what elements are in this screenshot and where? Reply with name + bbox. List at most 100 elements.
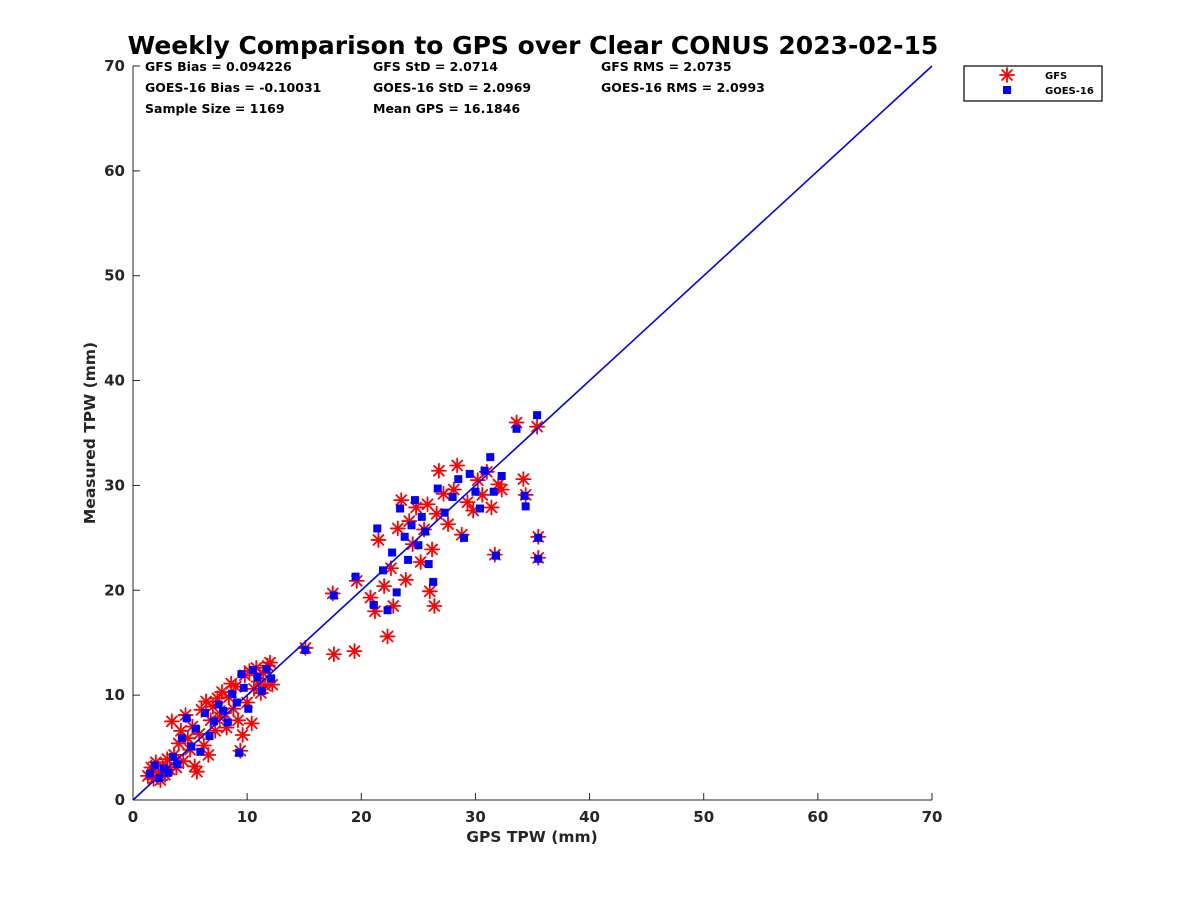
x-tick-label-2: 20 (351, 808, 372, 826)
goes16-point-13 (205, 732, 214, 741)
axis-ticks: 0 10 20 30 40 50 60 70 0 10 20 30 40 50 60 70 (104, 57, 942, 826)
goes16-point-8 (182, 714, 191, 723)
goes16-point-5 (168, 753, 177, 762)
gfs-point-57 (325, 646, 342, 663)
legend-goes16-square-icon (1003, 86, 1011, 94)
goes16-point-26 (257, 686, 266, 695)
chart-title: Weekly Comparison to GPS over Clear CONU… (128, 31, 939, 60)
y-tick-label-1: 10 (104, 686, 125, 704)
gfs-point-58 (346, 643, 363, 660)
goes16-point-61 (512, 424, 521, 433)
y-tick-label-5: 50 (104, 267, 125, 285)
goes16-point-16 (219, 706, 228, 715)
x-tick-label-6: 60 (807, 808, 828, 826)
y-tick-label-6: 60 (104, 162, 125, 180)
goes16-point-65 (534, 533, 543, 542)
x-tick-label-7: 70 (922, 808, 943, 826)
goes16-point-2 (155, 773, 164, 782)
legend-goes16-label: GOES-16 (1045, 86, 1094, 97)
goes16-series (146, 411, 543, 782)
goes16-point-24 (248, 665, 257, 674)
y-tick-label-3: 30 (104, 476, 125, 494)
gfs-point-98 (529, 418, 545, 435)
goes16-point-42 (410, 496, 419, 505)
gfs-point-60 (362, 589, 379, 606)
goes16-point-35 (383, 606, 392, 615)
goes16-point-51 (454, 475, 463, 484)
gfs-point-77 (424, 541, 440, 558)
gfs-point-91 (483, 499, 500, 516)
goes16-point-41 (407, 521, 416, 530)
goes16-bias-stat: GOES-16 Bias = -0.10031 (145, 80, 321, 95)
gfs-bias-stat: GFS Bias = 0.094226 (145, 59, 292, 74)
gfs-point-94 (493, 481, 510, 498)
goes16-point-10 (191, 724, 200, 733)
sample-size-stat: Sample Size = 1169 (145, 101, 285, 116)
goes16-point-32 (369, 600, 378, 609)
y-tick-label-7: 70 (104, 57, 125, 75)
statistics-block: GFS Bias = 0.094226 GFS StD = 2.0714 GFS… (145, 59, 765, 116)
legend-gfs-asterisk-icon (999, 67, 1015, 83)
x-tick-label-5: 50 (693, 808, 714, 826)
goes16-point-7 (178, 734, 187, 743)
goes16-point-18 (228, 690, 237, 699)
y-tick-label-4: 40 (104, 372, 125, 390)
goes16-point-38 (396, 504, 405, 513)
goes16-point-25 (253, 673, 262, 682)
goes16-point-23 (244, 704, 253, 713)
goes16-point-29 (301, 646, 310, 655)
goes16-point-40 (404, 555, 413, 564)
gfs-point-82 (440, 516, 456, 533)
goes16-point-48 (433, 484, 442, 493)
gfs-point-10 (163, 713, 180, 730)
x-tick-label-4: 40 (579, 808, 600, 826)
goes16-point-53 (465, 469, 474, 478)
goes16-point-30 (329, 591, 338, 600)
gfs-point-67 (389, 520, 406, 537)
legend: GFS GOES-16 (963, 65, 1103, 102)
legend-gfs-asterisk (999, 67, 1015, 83)
goes16-point-12 (200, 708, 209, 717)
goes16-point-20 (235, 748, 244, 757)
goes16-point-1 (150, 761, 159, 770)
goes16-std-stat: GOES-16 StD = 2.0969 (373, 80, 531, 95)
x-tick-label-3: 30 (465, 808, 486, 826)
gfs-point-86 (459, 494, 476, 511)
goes16-point-22 (239, 683, 248, 692)
goes16-point-31 (351, 572, 360, 581)
gfs-point-78 (426, 598, 443, 614)
goes16-point-27 (262, 664, 271, 673)
goes16-rms-stat: GOES-16 RMS = 2.0993 (601, 80, 765, 95)
legend-box (963, 65, 1103, 102)
goes16-point-36 (388, 548, 397, 557)
gfs-point-76 (421, 583, 438, 600)
goes16-point-46 (424, 560, 433, 569)
goes16-point-14 (210, 717, 219, 726)
gfs-point-73 (412, 554, 429, 570)
y-tick-label-0: 0 (115, 791, 125, 809)
goes16-point-54 (471, 487, 480, 496)
gfs-rms-stat: GFS RMS = 2.0735 (601, 59, 732, 74)
goes16-point-33 (373, 524, 382, 533)
gfs-point-80 (431, 462, 447, 479)
goes16-point-19 (232, 698, 241, 707)
goes16-point-50 (448, 492, 457, 501)
gfs-point-75 (419, 496, 436, 513)
y-axis-label: Measured TPW (mm) (81, 342, 99, 524)
goes16-point-39 (400, 532, 409, 541)
goes16-point-28 (267, 674, 276, 683)
goes16-point-43 (414, 541, 423, 550)
goes16-point-62 (520, 491, 529, 500)
goes16-point-11 (196, 747, 205, 756)
gfs-point-21 (189, 763, 205, 780)
goes16-point-47 (429, 577, 438, 586)
goes16-point-55 (475, 504, 484, 513)
gfs-point-41 (234, 727, 251, 743)
goes16-point-63 (521, 502, 530, 511)
goes16-point-15 (214, 700, 223, 709)
legend-gfs-label: GFS (1045, 71, 1067, 82)
x-axis-label: GPS TPW (mm) (466, 828, 598, 846)
goes16-point-59 (491, 551, 500, 560)
gfs-point-62 (370, 532, 387, 548)
